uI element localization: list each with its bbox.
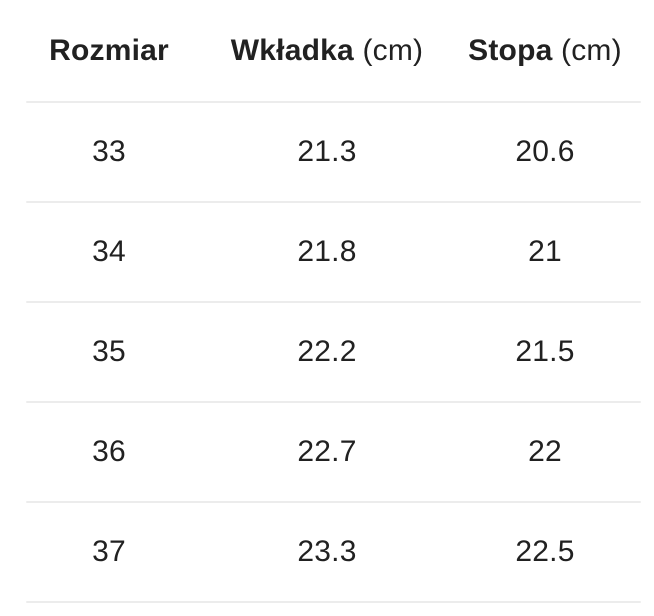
shoe-size-table: Rozmiar Wkładka (cm) Stopa (cm) 33 21.3 …	[0, 0, 654, 603]
foot-cell: 22	[528, 435, 562, 468]
row-divider	[26, 401, 641, 403]
table-header-row: Rozmiar Wkładka (cm) Stopa (cm)	[0, 0, 654, 101]
column-header-foot-unit: (cm)	[561, 33, 622, 67]
row-divider	[26, 501, 641, 503]
table-row: 37 23.3 22.5	[0, 503, 654, 601]
table-row: 33 21.3 20.6	[0, 103, 654, 201]
column-header-foot-label: Stopa	[468, 33, 553, 67]
column-header-size: Rozmiar	[0, 34, 218, 68]
insole-cell: 22.7	[297, 435, 357, 468]
insole-cell: 22.2	[297, 335, 357, 368]
size-cell: 37	[92, 535, 126, 568]
size-cell: 34	[92, 235, 126, 268]
column-header-insole: Wkładka (cm)	[218, 34, 436, 68]
row-divider	[26, 301, 641, 303]
row-divider	[26, 101, 641, 103]
foot-cell: 21	[528, 235, 562, 268]
table-row: 36 22.7 22	[0, 403, 654, 501]
table-row: 34 21.8 21	[0, 203, 654, 301]
size-cell: 36	[92, 435, 126, 468]
table-row: 35 22.2 21.5	[0, 303, 654, 401]
size-cell: 33	[92, 135, 126, 168]
size-cell: 35	[92, 335, 126, 368]
column-header-insole-label: Wkładka	[230, 33, 354, 67]
foot-cell: 22.5	[515, 535, 575, 568]
row-divider	[26, 601, 641, 603]
column-header-insole-unit: (cm)	[362, 33, 424, 67]
insole-cell: 23.3	[297, 535, 357, 568]
column-header-foot: Stopa (cm)	[436, 34, 654, 68]
insole-cell: 21.3	[297, 135, 357, 168]
column-header-size-label: Rozmiar	[49, 33, 169, 67]
foot-cell: 20.6	[515, 135, 575, 168]
foot-cell: 21.5	[515, 335, 575, 368]
insole-cell: 21.8	[297, 235, 357, 268]
row-divider	[26, 201, 641, 203]
